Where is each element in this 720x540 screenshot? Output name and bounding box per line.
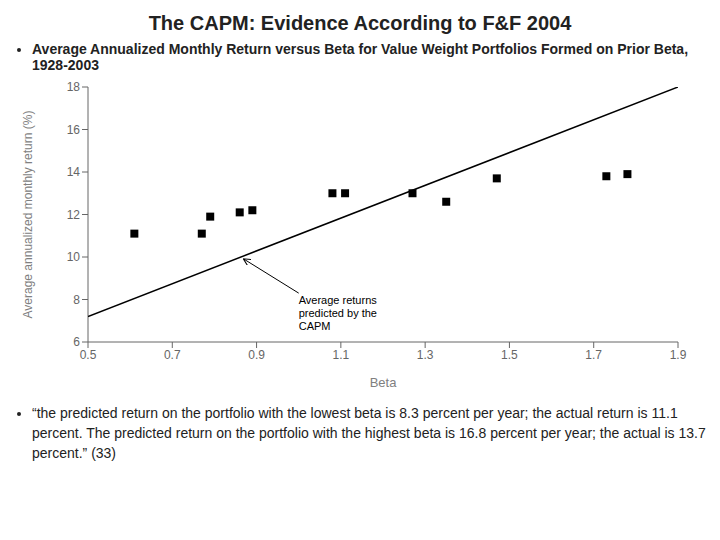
- html-text:“the predicted return on the p: “the predicted return on the portfolio w…: [32, 405, 706, 461]
- svg-text:Beta: Beta: [370, 375, 398, 390]
- html-text:Average Annualized Monthly Ret: Average Annualized Monthly Return versus…: [32, 41, 688, 73]
- html-text:The CAPM: Evidence According t: The CAPM: Evidence According to F&F 2004: [148, 12, 572, 34]
- svg-text:16: 16: [67, 123, 81, 137]
- svg-text:12: 12: [67, 208, 81, 222]
- svg-text:1.9: 1.9: [670, 348, 687, 362]
- svg-text:10: 10: [67, 250, 81, 264]
- svg-text:Average returnspredicted by th: Average returnspredicted by theCAPM: [299, 294, 378, 332]
- svg-text:1.3: 1.3: [417, 348, 434, 362]
- svg-text:Average annualized monthly ret: Average annualized monthly return (%): [21, 111, 35, 319]
- svg-text:1.1: 1.1: [333, 348, 350, 362]
- svg-text:14: 14: [67, 165, 81, 179]
- svg-text:6: 6: [73, 335, 80, 349]
- svg-text:1.7: 1.7: [585, 348, 602, 362]
- svg-text:18: 18: [67, 80, 81, 94]
- svg-text:0.9: 0.9: [248, 348, 265, 362]
- svg-text:1.5: 1.5: [501, 348, 518, 362]
- svg-text:0.7: 0.7: [164, 348, 181, 362]
- svg-text:0.5: 0.5: [80, 348, 97, 362]
- svg-text:8: 8: [73, 293, 80, 307]
